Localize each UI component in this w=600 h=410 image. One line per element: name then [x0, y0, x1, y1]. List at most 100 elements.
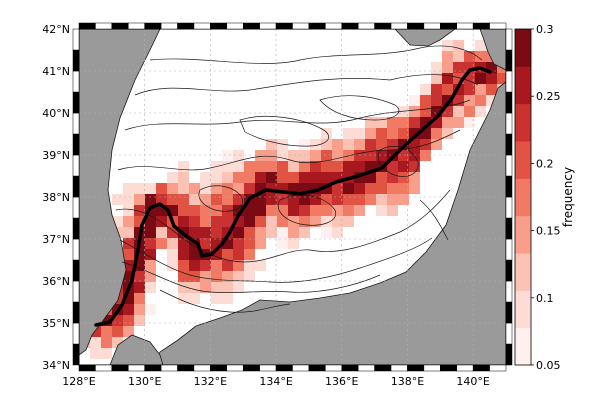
frame-segment	[505, 196, 513, 219]
frame-segment	[72, 70, 80, 93]
latitude-tick-label: 39°N	[42, 149, 70, 162]
frame-segment	[440, 22, 457, 30]
heat-cell	[376, 205, 387, 216]
heat-cell	[244, 172, 255, 183]
heat-cell	[200, 271, 211, 282]
frame-segment	[505, 322, 513, 345]
heat-cell	[222, 183, 233, 194]
heat-cell	[464, 73, 475, 84]
frame-segment	[177, 364, 195, 372]
longitude-tick-label: 130°E	[128, 375, 161, 388]
frame-segment	[325, 364, 343, 372]
heat-cell	[112, 216, 123, 227]
heat-cell	[343, 216, 354, 227]
heat-cell	[90, 326, 101, 337]
heat-cell	[398, 150, 409, 161]
heat-cell	[200, 227, 211, 238]
colorbar-tick-label: 0.1	[536, 292, 554, 305]
heat-cell	[387, 139, 398, 150]
heat-cell	[464, 84, 475, 95]
heat-cell	[299, 227, 310, 238]
longitude-tick-label: 128°E	[62, 375, 95, 388]
heat-cell	[189, 227, 200, 238]
frame-segment	[374, 22, 392, 30]
frame-segment	[144, 22, 162, 30]
heat-cell	[266, 161, 277, 172]
heat-cell	[178, 216, 189, 227]
heat-cell	[310, 139, 321, 150]
heat-cell	[354, 205, 365, 216]
korea-peninsula-land	[79, 29, 161, 356]
heat-cell	[431, 128, 442, 139]
heat-cell	[134, 205, 145, 216]
heat-cell	[288, 150, 299, 161]
longitude-tick-label: 132°E	[194, 375, 227, 388]
heat-cell	[145, 282, 156, 293]
land-masses	[79, 29, 506, 365]
heat-cell	[431, 73, 442, 84]
heat-cell	[266, 216, 277, 227]
heat-cell	[486, 62, 497, 73]
heat-cell	[134, 315, 145, 326]
heat-cell	[486, 95, 497, 106]
contour-line	[239, 115, 330, 147]
heat-cell	[244, 216, 255, 227]
latitude-tick-label: 40°N	[42, 107, 70, 120]
heat-cell	[288, 161, 299, 172]
heat-cell	[112, 326, 123, 337]
heat-cell	[310, 150, 321, 161]
heat-cell	[189, 183, 200, 194]
heat-cell	[145, 260, 156, 271]
heat-cell	[420, 128, 431, 139]
heat-cell	[266, 183, 277, 194]
frame-segment	[128, 364, 145, 372]
frame-segment	[292, 364, 310, 372]
frame-segment	[72, 259, 80, 282]
heat-cell	[398, 161, 409, 172]
heat-cell	[145, 194, 156, 205]
heat-cell	[376, 183, 387, 194]
heat-cell	[134, 216, 145, 227]
frame-segment	[72, 28, 80, 51]
heat-cell	[156, 238, 167, 249]
heat-cell	[431, 62, 442, 73]
heat-cell	[343, 139, 354, 150]
frame-segment	[407, 364, 425, 372]
heat-cell	[200, 282, 211, 293]
frame-segment	[505, 91, 513, 114]
heat-cell	[211, 172, 222, 183]
frame-segment	[489, 22, 507, 30]
heat-cell	[387, 172, 398, 183]
contour-line	[277, 194, 337, 226]
heat-cell	[277, 238, 288, 249]
heat-cell	[167, 183, 178, 194]
colorbar-title: frequency	[561, 167, 575, 227]
heat-cell	[475, 95, 486, 106]
heat-cell	[222, 260, 233, 271]
latitude-tick-labels: 42°N 41°N 40°N 39°N 38°N 37°N 36°N 35°N 34°N	[42, 23, 70, 372]
heat-cell	[222, 150, 233, 161]
frame-segment	[72, 175, 80, 198]
heat-cell	[376, 172, 387, 183]
heat-cell	[90, 337, 101, 348]
heat-cell	[453, 117, 464, 128]
frame-segment	[472, 364, 490, 372]
heat-cell	[398, 183, 409, 194]
heat-cell	[486, 84, 497, 95]
heat-cell	[178, 161, 189, 172]
latitude-tick-label: 41°N	[42, 65, 70, 78]
heat-cell	[222, 293, 233, 304]
longitude-tick-label: 134°E	[259, 375, 292, 388]
colorbar-tick-label: 0.3	[536, 23, 554, 36]
frame-segment	[72, 280, 80, 303]
frame-segment	[341, 22, 359, 30]
frame-segment	[160, 364, 178, 372]
heat-cell	[464, 62, 475, 73]
frame-segment	[160, 22, 178, 30]
heat-cell	[409, 139, 420, 150]
heat-cell	[189, 249, 200, 260]
frame-segment	[440, 364, 457, 372]
frame-segment	[210, 364, 228, 372]
frame-segment	[242, 22, 260, 30]
colorbar-segment	[515, 66, 531, 105]
